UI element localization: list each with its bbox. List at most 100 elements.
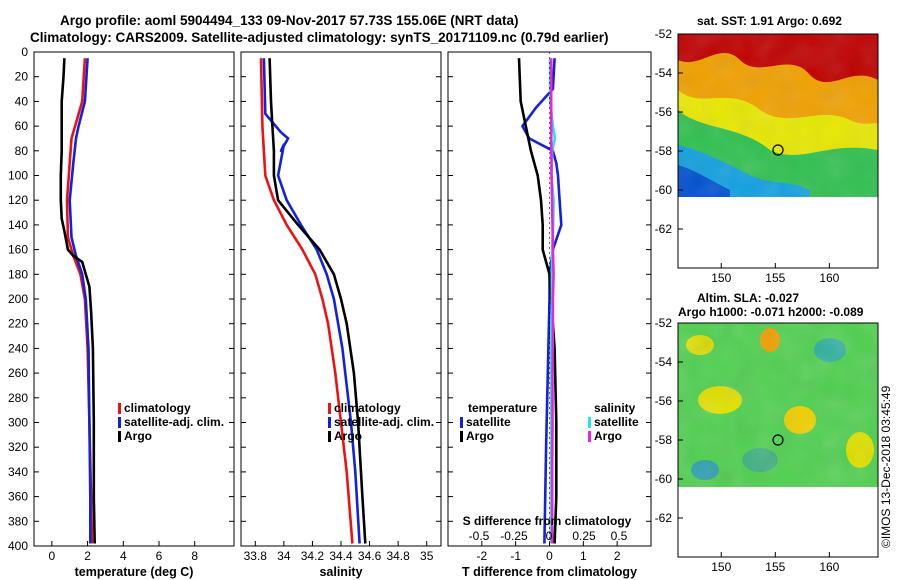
x-tick-label: -1 [510,549,521,563]
x-tick-label: 33.8 [244,549,268,563]
legend-label: climatology [124,401,191,415]
sst-map [677,33,879,269]
legend-swatch-argo [118,431,121,442]
x-tick-label: 0 [546,549,553,563]
map-y-tick-label: -60 [655,183,673,197]
legend-label: Argo [466,429,494,443]
y-tick-label: 240 [8,341,28,355]
legend-swatch-cyan [588,417,591,428]
map-y-tick-label: -58 [655,433,673,447]
plot-layer: 0 2 4 6 802040608010012014016018020022024026… [8,45,651,579]
sla-map-title: Altim. SLA: -0.027 [697,291,799,305]
legend-swatch-argo [328,431,331,442]
header-line2: Climatology: CARS2009. Satellite-adjuste… [30,30,608,45]
s-tick-label: 0.5 [611,529,628,543]
map-x-tick-label: 160 [819,271,839,285]
legend-swatch-satellite [460,417,463,428]
x-tick-label: 4 [120,549,127,563]
s-tick-label: 0 [546,529,553,543]
series-line-satellite [521,58,563,544]
x-tick-label: 34.2 [301,549,325,563]
y-tick-label: 20 [15,70,29,84]
y-tick-label: 120 [8,193,28,207]
legend-title-salinity: salinity [594,401,636,415]
credit-text: ©IMOS 13-Dec-2018 03:45:49 [879,385,893,548]
sla-map [677,322,879,558]
map-axes-layer: 150 155 160 -52 -54 -56 -58 -60 -62 150 155 160 -52 -… [655,27,840,574]
s-tick-label: -0.5 [469,529,490,543]
s-axis-label: S difference from climatology [463,514,632,528]
map-y-tick-label: -56 [655,105,673,119]
map-y-tick-label: -62 [655,222,673,236]
map-x-tick-label: 150 [711,271,731,285]
x-tick-label: 2 [614,549,621,563]
map-y-tick-label: -60 [655,472,673,486]
legend-label: Argo [334,429,362,443]
map-y-tick-label: -52 [655,316,673,330]
y-tick-label: 380 [8,514,28,528]
y-tick-label: 340 [8,465,28,479]
map-y-tick-label: -52 [655,27,673,41]
series-line-satellite [68,58,92,544]
sla-map-subtitle: Argo h1000: -0.071 h2000: -0.089 [678,305,864,319]
series-line-argo [59,58,96,544]
y-tick-label: 400 [8,539,28,553]
legend-label: climatology [334,401,401,415]
x-axis-label: salinity [319,565,362,579]
legend-swatch-magenta [588,431,591,442]
x-tick-label: 6 [156,549,163,563]
legend-title-temperature: temperature [468,401,538,415]
y-tick-label: 300 [8,416,28,430]
y-tick-label: 80 [15,144,29,158]
x-tick-label: 8 [191,549,198,563]
y-tick-label: 180 [8,267,28,281]
y-tick-label: 220 [8,317,28,331]
s-tick-label: 0.25 [572,529,596,543]
series-line-climatology [259,58,354,544]
sst-texture [678,34,878,197]
y-tick-label: 260 [8,366,28,380]
x-axis-label: temperature (deg C) [75,565,194,579]
legend-swatch-argo [460,431,463,442]
x-tick-label: 34 [277,549,291,563]
legend-label: satellite-adj. clim. [124,415,224,429]
legend-label: satellite [466,415,511,429]
map-y-tick-label: -58 [655,144,673,158]
legend-label: Argo [594,429,622,443]
sst-map-title: sat. SST: 1.91 Argo: 0.692 [697,14,842,28]
y-tick-label: 200 [8,292,28,306]
s-tick-label: -0.25 [500,529,528,543]
x-tick-label: 1 [580,549,587,563]
sla-argo-marker [772,434,784,446]
sla-texture [678,323,878,487]
x-tick-label: 35 [420,549,434,563]
legend-swatch-climatology [328,403,331,414]
y-tick-label: 0 [21,45,28,59]
series-line-satellite [262,58,361,544]
y-tick-label: 60 [15,119,29,133]
series-line-magenta [549,58,555,544]
legend-swatch-satellite [118,417,121,428]
series-line-argo [268,58,367,544]
sst-argo-marker [772,144,784,156]
legend-label: satellite [594,415,639,429]
x-tick-label: 2 [84,549,91,563]
x-tick-label: 34.4 [329,549,353,563]
y-tick-label: 160 [8,243,28,257]
map-x-tick-label: 150 [711,560,731,574]
map-y-tick-label: -62 [655,511,673,525]
map-x-tick-label: 160 [819,560,839,574]
x-tick-label: 34.6 [358,549,382,563]
legend-label: satellite-adj. clim. [334,415,434,429]
legend-label: Argo [124,429,152,443]
map-y-tick-label: -54 [655,66,673,80]
map-x-tick-label: 155 [765,271,785,285]
legend-swatch-satellite [328,417,331,428]
series-line-argo [517,58,558,544]
y-tick-label: 320 [8,440,28,454]
header-line1: Argo profile: aoml 5904494_133 09-Nov-20… [60,13,518,28]
map-x-tick-label: 155 [765,560,785,574]
x-tick-label: 0 [49,549,56,563]
y-tick-label: 40 [15,94,29,108]
